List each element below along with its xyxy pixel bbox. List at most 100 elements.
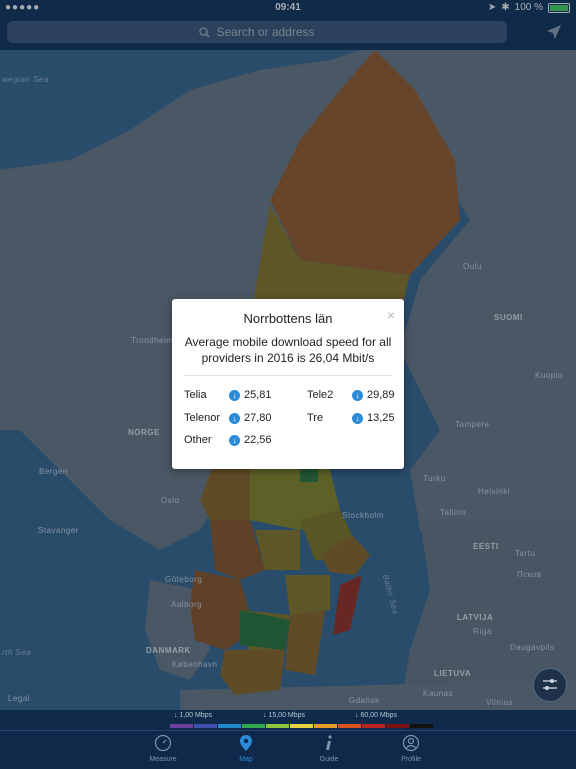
map-label-pskov: Псков [517,570,542,579]
map-label-stockholm: Stockholm [342,511,384,520]
tab-label: Profile [401,756,421,763]
provider-value: 27,80 [244,412,272,424]
filter-button[interactable] [533,668,567,702]
region-vastra-gotaland [190,570,255,650]
provider-row-tre: Tre ↓ 13,25 [307,412,395,424]
map-label-tartu: Tartu [515,549,536,558]
status-bar: ●●●●● 09:41 ➤ ✱ 100 % [0,0,576,16]
region-norrbotten [270,50,460,275]
legend-color-segment [170,724,193,728]
legend-color-segment [314,724,337,728]
provider-value: 22,56 [244,434,272,446]
legend-color-segment [242,724,265,728]
region-kalmar [285,610,325,675]
map-label-kaunas: Kaunas [423,689,454,698]
map-label-aalborg: Aalborg [171,600,203,609]
tab-label: Measure [149,756,177,763]
map-attribution-legal[interactable]: Legal [8,694,31,703]
download-icon: ↓ [229,412,240,424]
tab-label: Map [239,756,253,763]
region-vasterbotten [250,205,410,330]
download-icon: ↓ [229,389,240,401]
status-right: ➤ ✱ 100 % [488,2,570,13]
provider-row-tele2: Tele2 ↓ 29,89 [307,389,395,401]
provider-row-telenor: Telenor ↓ 27,80 [184,412,272,424]
map-label-bergen: Bergen [39,467,68,476]
provider-name: Tele2 [307,389,334,401]
map-label-lietuva: LIETUVA [434,669,472,678]
profile-icon [402,734,420,752]
search-placeholder: Search or address [216,25,315,39]
legend-label-low: ↓ 1,00 Mbps [174,712,213,719]
provider-name: Telenor [184,412,221,424]
region-kronoberg [240,610,290,650]
battery-icon [548,2,570,13]
region-info-popup: Norrbottens län × Average mobile downloa… [172,299,404,469]
map-label-riga: Rīga [473,627,492,636]
legend-color-segment [386,724,409,728]
tab-map[interactable]: Map [216,734,276,763]
legend-color-segment [410,724,433,728]
map-label-helsinki: Helsinki [478,487,511,496]
region-ostergotland [285,575,330,615]
close-icon[interactable]: × [386,307,395,323]
legend-color-segment [194,724,217,728]
provider-name: Telia [184,389,207,401]
popup-title: Norrbottens län [243,311,333,326]
map-label-oulu: Oulu [463,262,482,271]
clock: 09:41 [275,2,301,13]
provider-name: Other [184,434,212,446]
map-label-vilnius: Vilnius [486,698,513,707]
legend-color-segment [338,724,361,728]
legend-color-segment [218,724,241,728]
tab-label: Guide [319,756,339,763]
map-label-tampere: Tampere [455,420,490,429]
provider-value: 25,81 [244,389,272,401]
search-header: Search or address [0,16,576,50]
map-label-goteborg: Göteborg [165,575,203,584]
popup-description: Average mobile download speed for all pr… [184,335,392,365]
bluetooth-icon: ✱ [501,2,510,13]
map-label-north-sea: rth Sea [2,648,32,657]
provider-value: 13,25 [367,412,395,424]
signal-indicator: ●●●●● [5,2,41,13]
tab-guide[interactable]: Guide [299,734,359,763]
map-label-eesti: EESTI [473,542,499,551]
map-label-suomi: SUOMI [494,313,523,322]
map-label-trondheim: Trondheim [131,336,174,345]
map-label-norge: NORGE [128,428,160,437]
location-icon: ➤ [487,2,497,13]
map-label-norwegian-sea: wegian Sea [2,75,49,84]
download-icon: ↓ [352,389,363,401]
region-varmland [210,520,265,580]
legend-color-segment [266,724,289,728]
legend-label-mid: ↓ 15,00 Mbps [263,712,306,719]
download-icon: ↓ [229,434,240,446]
battery-percent: 100 % [514,2,543,13]
provider-row-other: Other ↓ 22,56 [184,434,272,446]
map-label-gdansk: Gdańsk [349,696,380,705]
map-label-latvija: LATVIJA [457,613,494,622]
map-label-daugavpils: Daugavpils [510,643,555,652]
search-input[interactable]: Search or address [7,21,507,43]
search-icon [199,26,210,37]
sliders-icon [543,679,557,690]
region-orebro [255,530,300,570]
region-stockholm [320,535,370,575]
gauge-icon [154,734,172,752]
map-label-oslo: Oslo [161,496,180,505]
region-skane [220,650,285,695]
map-label-danmark: DANMARK [146,646,191,655]
map-label-kobenhavn: København [172,660,218,669]
tab-profile[interactable]: Profile [381,734,441,763]
provider-value: 29,89 [367,389,395,401]
info-icon [326,735,332,750]
map-pin-icon [240,735,252,751]
region-gotland [333,575,362,635]
provider-row-telia: Telia ↓ 25,81 [184,389,272,401]
tab-bar: Measure Map Guide Profile [0,730,576,769]
map-label-kuopio: Kuopio [535,371,563,380]
tab-measure[interactable]: Measure [133,734,193,763]
provider-name: Tre [307,412,324,424]
locate-me-icon[interactable] [544,22,564,42]
